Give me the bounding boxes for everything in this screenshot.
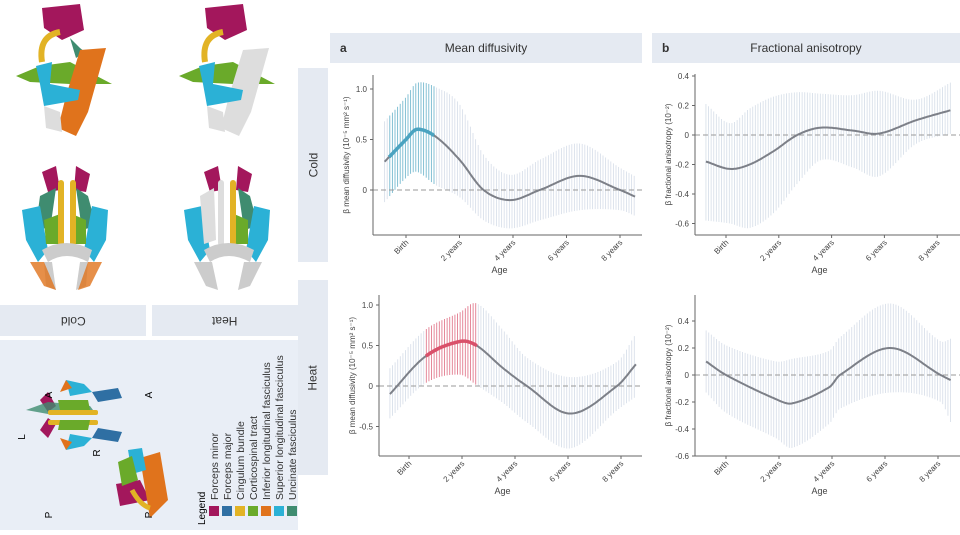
y-axis-label: β mean diffusivity (10⁻⁵ mm² s⁻¹) (342, 96, 351, 213)
y-axis-label: β mean diffusivity (10⁻⁵ mm² s⁻¹) (348, 317, 357, 434)
brain-axial-cold (22, 166, 108, 290)
y-tick-label: -0.2 (675, 161, 689, 170)
y-tick-label: -0.6 (675, 452, 689, 461)
brain-axial-orientation (26, 380, 122, 450)
x-tick-label: 8 years (917, 238, 942, 263)
x-tick-label: 8 years (600, 459, 625, 484)
orientation-label-R: R (92, 449, 103, 456)
y-tick-label: 0 (685, 371, 690, 380)
brain-lateral-orientation (116, 448, 168, 518)
orientation-label-A: A (44, 391, 55, 398)
chart-a-cold: 0 0.5 1.0 Birth 2 years 4 years 6 years 8 years… (342, 75, 642, 275)
brain-lateral-cold (16, 4, 112, 136)
y-tick-label: 0.2 (678, 102, 690, 111)
row-label-heat: Heat (298, 280, 328, 475)
x-axis-label: Age (811, 486, 827, 496)
mean-line (705, 109, 951, 170)
chart-b-cold: -0.6 -0.4 -0.2 0 0.2 0.4 Birth 2 years 4 years 6 … (664, 72, 960, 275)
x-tick-label: 2 years (441, 459, 466, 484)
x-tick-label: 6 years (547, 459, 572, 484)
panel-letter: b (662, 41, 670, 55)
y-tick-label: 0 (363, 186, 368, 195)
mean-line (705, 347, 952, 405)
legend-swatch (287, 506, 297, 516)
legend-swatch (274, 506, 284, 516)
y-tick-label: 1.0 (356, 85, 368, 94)
x-tick-label: 4 years (811, 238, 836, 263)
panel-title: Fractional anisotropy (750, 41, 862, 55)
legend-swatch (261, 506, 271, 516)
legend-item-label: Inferior longitudinal fasciculus (261, 362, 273, 500)
y-tick-label: -0.5 (359, 423, 373, 432)
panel-header-b: b Fractional anisotropy (652, 33, 960, 63)
legend-swatch (248, 506, 258, 516)
panel-title: Mean diffusivity (444, 41, 528, 55)
orientation-label-A: A (144, 391, 155, 398)
legend-item-label: Cingulum bundle (235, 421, 247, 500)
orientation-legend-panel: L R A P A P Legend Forceps minor Forceps m… (0, 340, 299, 530)
x-axis-label: Age (811, 265, 827, 275)
significant-mean-line (424, 339, 478, 358)
brain-label-heat: Heat (152, 305, 298, 336)
mean-line (389, 340, 637, 415)
x-tick-label: 4 years (492, 238, 517, 263)
x-tick-label: 6 years (864, 238, 889, 263)
x-tick-label: Birth (395, 459, 413, 477)
brain-label-cold: Cold (0, 305, 146, 336)
x-tick-label: 2 years (758, 459, 783, 484)
x-tick-label: 4 years (494, 459, 519, 484)
y-axis-label: β fractional anisotropy (10⁻²) (664, 103, 673, 205)
panel-letter: a (340, 41, 347, 55)
legend-title: Legend (197, 492, 208, 525)
legend-item-label: Corticospinal tract (248, 416, 260, 500)
x-tick-label: 4 years (811, 459, 836, 484)
legend-item-label: Uncinate fasciculus (287, 410, 298, 500)
orientation-label-P: P (44, 511, 55, 518)
x-tick-label: Birth (712, 238, 730, 256)
y-axis-label: β fractional anisotropy (10⁻²) (664, 324, 673, 426)
chart-b-heat: -0.6 -0.4 -0.2 0 0.2 0.4 Birth 2 years 4 years 6 … (664, 295, 960, 496)
y-tick-label: 0 (685, 131, 690, 140)
brain-lateral-heat (179, 4, 275, 136)
x-axis-label: Age (491, 265, 507, 275)
legend-swatch (222, 506, 232, 516)
x-tick-label: 2 years (758, 238, 783, 263)
y-tick-label: 0.4 (678, 317, 690, 326)
x-tick-label: Birth (392, 238, 410, 256)
y-tick-label: 0.5 (362, 342, 374, 351)
orientation-label-L: L (17, 434, 28, 440)
y-tick-label: 0.2 (678, 344, 690, 353)
orientation-label-P: P (144, 511, 155, 518)
x-tick-label: Birth (712, 459, 730, 477)
chart-a-heat: -0.5 0 0.5 1.0 Birth 2 years 4 years 6 years 8 y… (348, 295, 642, 496)
brain-axial-heat (184, 166, 270, 290)
x-tick-label: 2 years (439, 238, 464, 263)
y-tick-label: 0 (369, 382, 374, 391)
panel-header-a: a Mean diffusivity (330, 33, 642, 63)
legend-item-label: Superior longitudinal fasciculus (274, 355, 286, 500)
y-tick-label: -0.6 (675, 220, 689, 229)
x-tick-label: 6 years (546, 238, 571, 263)
significant-mean-line (387, 127, 436, 159)
y-tick-label: 0.5 (356, 136, 368, 145)
y-tick-label: -0.2 (675, 398, 689, 407)
brain-renderings (16, 4, 275, 290)
y-tick-label: -0.4 (675, 190, 689, 199)
x-tick-label: 8 years (599, 238, 624, 263)
legend-swatch (209, 506, 219, 516)
x-tick-label: 8 years (917, 459, 942, 484)
y-tick-label: -0.4 (675, 425, 689, 434)
legend-item-label: Forceps major (222, 432, 234, 500)
x-tick-label: 6 years (864, 459, 889, 484)
row-label-cold: Cold (298, 68, 328, 262)
x-axis-label: Age (494, 486, 510, 496)
y-tick-label: 0.4 (678, 72, 690, 81)
legend-item-label: Forceps minor (209, 432, 221, 500)
legend-swatch (235, 506, 245, 516)
y-tick-label: 1.0 (362, 301, 374, 310)
